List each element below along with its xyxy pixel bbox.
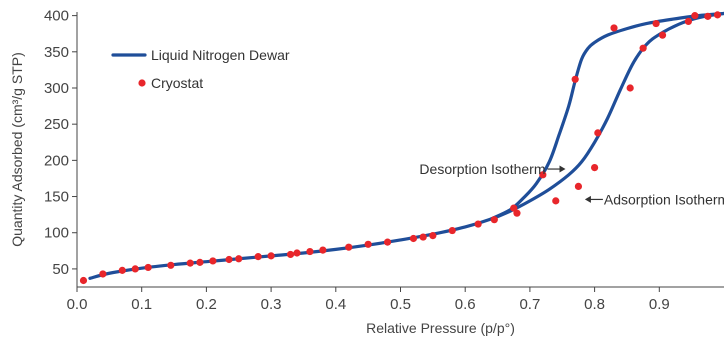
x-tick-label: 0.7 xyxy=(519,296,540,313)
y-tick-label: 300 xyxy=(44,80,69,97)
cryostat-point xyxy=(626,84,634,92)
cryostat-point xyxy=(704,12,712,20)
cryostat-point xyxy=(691,12,699,20)
cryostat-point xyxy=(490,216,498,224)
y-tick-label: 50 xyxy=(52,261,69,278)
cryostat-point xyxy=(513,209,521,217)
x-tick-label: 0.1 xyxy=(131,296,152,313)
x-tick-label: 0.5 xyxy=(390,296,411,313)
cryostat-point xyxy=(225,255,233,264)
cryostat-point xyxy=(319,246,327,254)
cryostat-point xyxy=(552,197,560,205)
cryostat-point xyxy=(639,44,647,52)
x-tick-label: 0.9 xyxy=(649,296,670,313)
cryostat-point xyxy=(167,261,175,269)
series-points xyxy=(79,11,722,285)
desorption-annotation: Desorption Isotherm xyxy=(419,161,545,177)
cryostat-point xyxy=(610,24,618,32)
cryostat-point xyxy=(131,265,139,273)
x-axis-label: Relative Pressure (p/p°) xyxy=(366,320,515,336)
y-axis-label: Quantity Adsorbed (cm³/g STP) xyxy=(9,52,25,247)
cryostat-point xyxy=(364,240,372,248)
cryostat-point xyxy=(118,266,126,274)
cryostat-point xyxy=(539,171,547,179)
adsorption-annotation: Adsorption Isotherm xyxy=(604,191,724,207)
cryostat-point xyxy=(409,234,418,243)
cryostat-point xyxy=(144,263,152,272)
cryostat-point xyxy=(286,250,295,259)
y-tick-label: 250 xyxy=(44,116,69,133)
y-tick-label: 150 xyxy=(44,189,69,206)
cryostat-point xyxy=(574,182,583,191)
x-tick-label: 0.8 xyxy=(584,296,605,313)
y-tick-label: 400 xyxy=(44,8,69,25)
cryostat-point xyxy=(345,243,353,251)
x-tick-label: 0.4 xyxy=(325,296,346,313)
cryostat-point xyxy=(429,232,437,240)
cryostat-point xyxy=(267,252,275,260)
x-tick-label: 0.3 xyxy=(261,296,282,313)
cryostat-point xyxy=(591,163,599,172)
cryostat-point xyxy=(383,238,392,246)
cryostat-point xyxy=(209,257,217,265)
cryostat-point xyxy=(293,249,301,257)
cryostat-point xyxy=(652,19,660,28)
cryostat-point xyxy=(79,276,88,285)
cryostat-point xyxy=(658,31,667,39)
cryostat-point xyxy=(306,247,314,256)
cryostat-point xyxy=(594,129,602,137)
cryostat-point xyxy=(99,270,107,278)
legend-label-dewar: Liquid Nitrogen Dewar xyxy=(151,47,290,63)
cryostat-point xyxy=(713,11,722,19)
cryostat-point xyxy=(235,255,243,263)
cryostat-point xyxy=(419,233,427,241)
desorption-arrowhead xyxy=(559,165,566,173)
y-tick-label: 200 xyxy=(44,152,69,169)
y-tick-label: 350 xyxy=(44,44,69,61)
x-axis-ticks: 0.0 0.1 0.2 0.3 0.4 0.5 0.6 0.7 0.8 0.9 xyxy=(67,287,670,313)
adsorption-arrowhead xyxy=(584,195,591,203)
legend-label-cryostat: Cryostat xyxy=(151,75,203,91)
x-tick-label: 0.0 xyxy=(67,296,88,313)
annotations: Desorption Isotherm Adsorption Isotherm xyxy=(419,161,724,207)
y-axis-ticks: 50 100 150 200 250 300 350 400 xyxy=(44,8,77,278)
cryostat-point xyxy=(684,17,693,26)
x-tick-label: 0.6 xyxy=(455,296,476,313)
legend-marker-swatch xyxy=(138,79,146,87)
cryostat-point xyxy=(571,75,579,83)
cryostat-point xyxy=(474,220,482,228)
cryostat-point xyxy=(196,258,204,266)
cryostat-point xyxy=(254,253,262,261)
cryostat-point xyxy=(448,226,456,235)
x-tick-label: 0.2 xyxy=(196,296,217,313)
legend: Liquid Nitrogen Dewar Cryostat xyxy=(111,47,290,91)
cryostat-point xyxy=(186,259,194,267)
y-tick-label: 100 xyxy=(44,225,69,242)
